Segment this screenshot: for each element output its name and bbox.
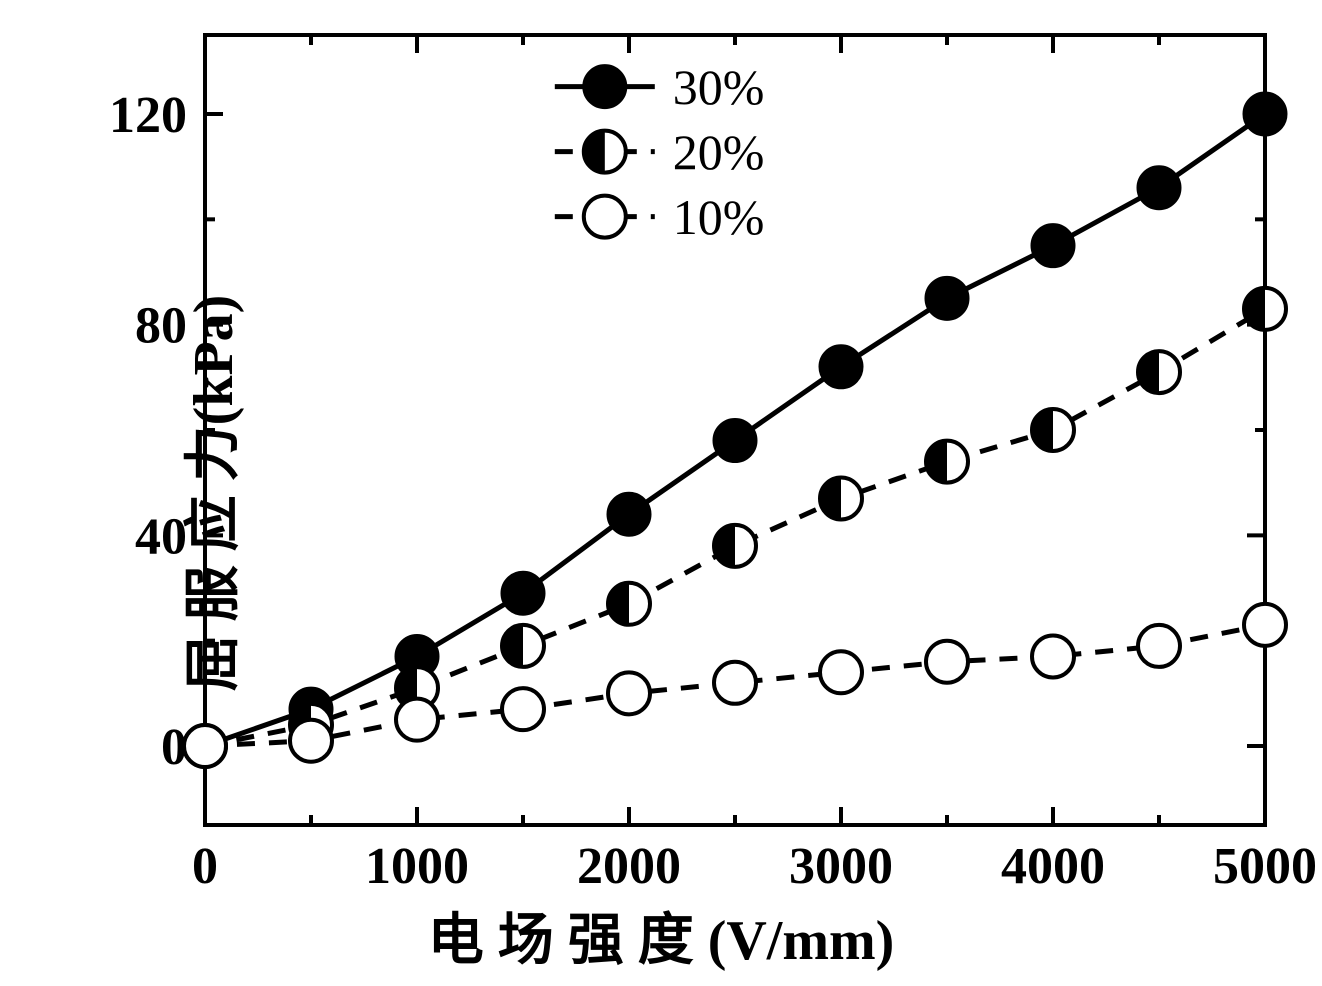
chart-container: 0100020003000400050000408012030%20%10% 屈… xyxy=(0,0,1322,986)
svg-text:2000: 2000 xyxy=(577,838,681,895)
svg-text:30%: 30% xyxy=(673,59,765,115)
y-axis-label: 屈 服 应 力(kPa) xyxy=(168,295,249,692)
svg-text:3000: 3000 xyxy=(789,838,893,895)
svg-text:0: 0 xyxy=(192,838,218,895)
svg-text:120: 120 xyxy=(109,87,187,144)
svg-text:5000: 5000 xyxy=(1213,838,1317,895)
svg-text:1000: 1000 xyxy=(365,838,469,895)
svg-text:4000: 4000 xyxy=(1001,838,1105,895)
x-axis-label: 电 场 强 度 (V/mm) xyxy=(0,895,1322,976)
svg-text:20%: 20% xyxy=(673,124,765,180)
svg-text:10%: 10% xyxy=(673,189,765,245)
